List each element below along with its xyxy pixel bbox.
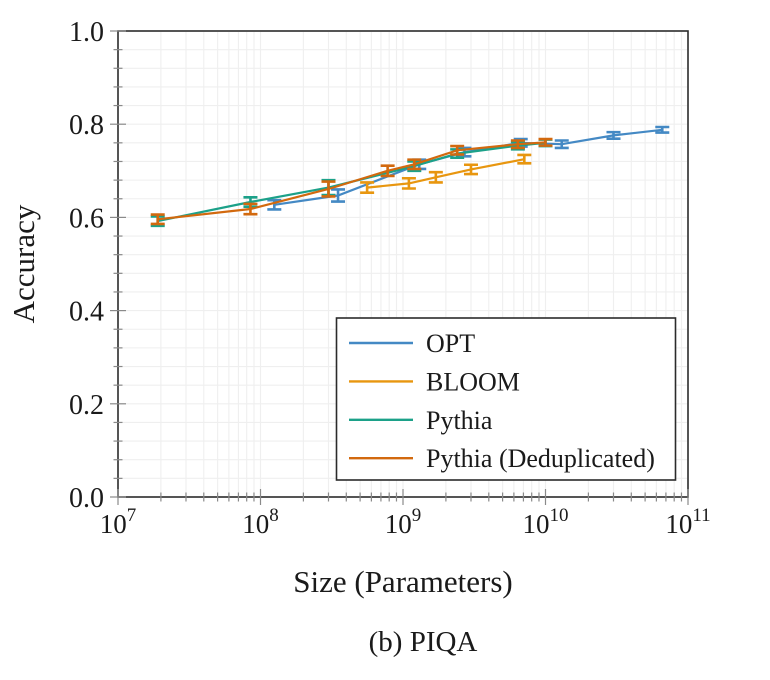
y-tick-label: 0.0	[69, 483, 104, 514]
error-bar	[243, 202, 258, 216]
error-bar	[150, 213, 165, 226]
series-bloom	[360, 153, 532, 195]
data-series	[150, 125, 670, 228]
y-tick-label: 0.4	[69, 297, 104, 328]
error-bar	[463, 163, 478, 176]
error-bar	[331, 188, 346, 203]
x-tick-label: 1010	[523, 505, 569, 539]
x-axis-label: Size (Parameters)	[293, 564, 512, 599]
legend-item-pythia: Pythia	[349, 406, 493, 435]
x-tick-labels: 107 108 109 1010 1011	[100, 505, 711, 539]
legend-item-bloom: BLOOM	[349, 367, 520, 396]
legend-box	[335, 317, 677, 481]
legend-label: Pythia	[426, 406, 493, 435]
error-bar	[267, 198, 282, 211]
error-bar	[360, 181, 375, 195]
legend: OPT BLOOM Pythia Pythia (Deduplicated)	[335, 317, 677, 481]
error-bar	[510, 139, 525, 150]
series-line	[157, 141, 546, 221]
y-tick-label: 0.8	[69, 110, 104, 141]
error-bar	[606, 130, 621, 140]
error-bar	[655, 125, 670, 134]
error-bar	[554, 139, 569, 150]
error-bar	[428, 170, 443, 184]
x-tick-label: 109	[385, 505, 422, 539]
y-tick-label: 1.0	[69, 17, 104, 48]
error-bar	[401, 176, 416, 190]
error-bar	[380, 164, 395, 178]
error-bar	[321, 180, 336, 198]
x-tick-label: 107	[100, 505, 137, 539]
error-bar	[538, 137, 553, 147]
figure-caption: (b) PIQA	[369, 626, 478, 658]
legend-item-opt: OPT	[349, 329, 475, 358]
x-tick-label: 1011	[665, 505, 710, 539]
y-axis-label: Accuracy	[6, 204, 41, 323]
error-bar	[407, 158, 422, 171]
series-line	[274, 128, 663, 206]
axis-ticks	[110, 30, 689, 505]
legend-label: BLOOM	[426, 367, 520, 396]
y-tick-label: 0.6	[69, 203, 104, 234]
error-bar	[450, 144, 465, 156]
y-tick-labels: 0.0 0.2 0.4 0.6 0.8 1.0	[69, 17, 104, 514]
error-bar	[517, 153, 532, 165]
legend-label: Pythia (Deduplicated)	[426, 444, 655, 473]
series-pythia-deduplicated	[150, 137, 553, 226]
legend-label: OPT	[426, 329, 475, 358]
legend-item-pythia-deduplicated: Pythia (Deduplicated)	[349, 444, 655, 473]
x-tick-label: 108	[242, 505, 279, 539]
y-tick-label: 0.2	[69, 390, 104, 421]
